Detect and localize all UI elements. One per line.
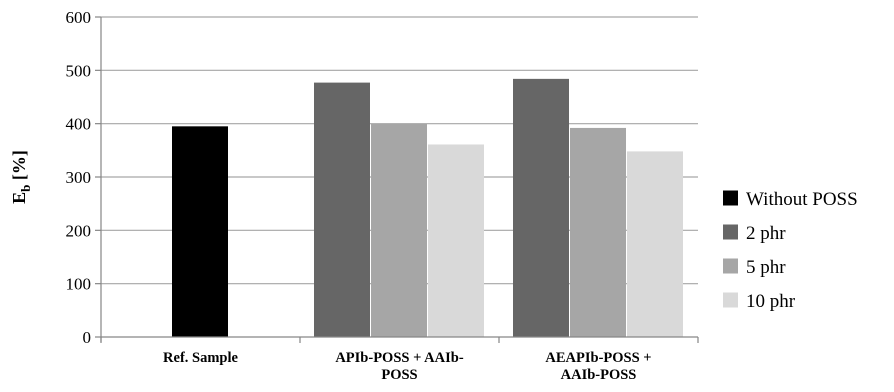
legend-label-5-phr: 5 phr bbox=[746, 257, 786, 278]
bar-2-phr-aeapib-poss-aaib-poss bbox=[513, 78, 569, 337]
bar-5-phr-aeapib-poss-aaib-poss bbox=[570, 127, 626, 337]
y-axis-label: Eb [%] bbox=[9, 150, 33, 204]
bar-without-poss-ref-sample bbox=[172, 126, 228, 337]
x-category-label-ref-sample: Ref. Sample bbox=[163, 350, 238, 366]
y-tick-labels: 0 100 200 300 400 500 600 bbox=[66, 8, 92, 347]
x-category-labels: Ref. Sample APIb-POSS + AAIb-POSS AEAPIb-P… bbox=[163, 350, 652, 383]
legend-label-10-phr: 10 phr bbox=[746, 291, 796, 312]
bar-10-phr-aeapib-poss-aaib-poss bbox=[627, 151, 683, 337]
x-category-label-aeapib-poss-aaib-poss: AEAPIb-POSS + AAIb-POSS bbox=[545, 350, 651, 383]
y-tick-label-100: 100 bbox=[66, 275, 92, 294]
legend-label-2-phr: 2 phr bbox=[746, 223, 786, 244]
axes bbox=[95, 16, 699, 343]
y-tick-label-500: 500 bbox=[66, 61, 92, 80]
y-tick-label-600: 600 bbox=[66, 8, 92, 27]
y-tick-label-200: 200 bbox=[66, 221, 92, 240]
bar-5-phr-apib-poss-aaib-poss bbox=[371, 123, 427, 338]
bars bbox=[172, 78, 683, 338]
legend-label-without-poss: Without POSS bbox=[746, 189, 858, 210]
legend-swatch-5-phr bbox=[723, 258, 738, 274]
bar-2-phr-apib-poss-aaib-poss bbox=[314, 82, 370, 337]
legend-swatch-2-phr bbox=[723, 224, 738, 240]
legend: Without POSS 2 phr 5 phr 10 phr bbox=[723, 189, 858, 312]
legend-swatch-10-phr bbox=[723, 292, 738, 308]
x-category-label-apib-poss-aaib-poss: APIb-POSS + AAIb-POSS bbox=[335, 350, 463, 383]
bar-10-phr-apib-poss-aaib-poss bbox=[428, 144, 484, 337]
legend-swatch-without-poss bbox=[723, 190, 738, 206]
y-tick-label-400: 400 bbox=[66, 115, 92, 134]
y-tick-label-0: 0 bbox=[83, 328, 92, 347]
y-tick-label-300: 300 bbox=[66, 168, 92, 187]
